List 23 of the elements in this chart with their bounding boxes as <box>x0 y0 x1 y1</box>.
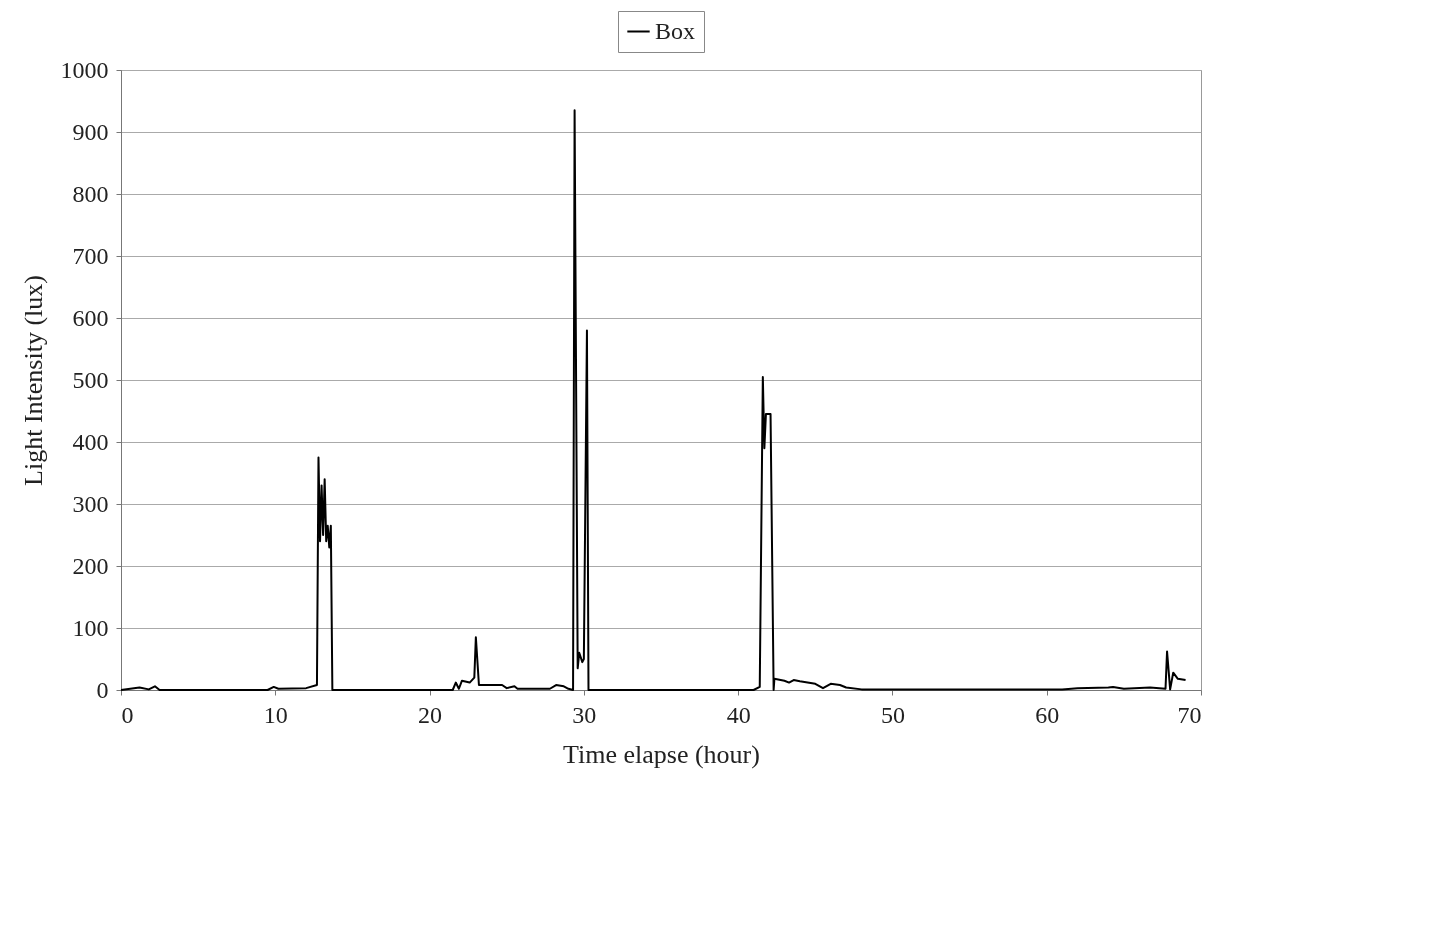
y-tick-label: 200 <box>72 552 109 579</box>
x-tick-label: 10 <box>263 701 288 728</box>
y-tick-label: 900 <box>72 118 109 145</box>
line-series <box>120 109 1187 691</box>
y-tick-label: 500 <box>72 366 109 393</box>
x-tick-label: 70 <box>1177 701 1202 728</box>
y-tick-label: 800 <box>72 180 109 207</box>
x-tick-label: 30 <box>572 701 597 728</box>
y-tick-label: 100 <box>72 614 109 641</box>
y-axis-title: Light Intensity (lux) <box>18 275 48 486</box>
y-tick-label: 300 <box>72 490 109 517</box>
x-tick-label: 0 <box>121 701 134 728</box>
x-tick-label: 50 <box>880 701 905 728</box>
x-tick-label: 40 <box>726 701 751 728</box>
y-tick-label: 400 <box>72 428 109 455</box>
x-tick-label: 60 <box>1035 701 1060 728</box>
y-tick-label: 1000 <box>60 56 109 83</box>
x-axis-title: Time elapse (hour) <box>563 739 760 769</box>
y-tick-label: 700 <box>72 242 109 269</box>
y-tick-label: 0 <box>96 676 109 703</box>
x-tick-label: 20 <box>418 701 443 728</box>
y-tick-label: 600 <box>72 304 109 331</box>
legend-label: Box <box>655 17 696 44</box>
